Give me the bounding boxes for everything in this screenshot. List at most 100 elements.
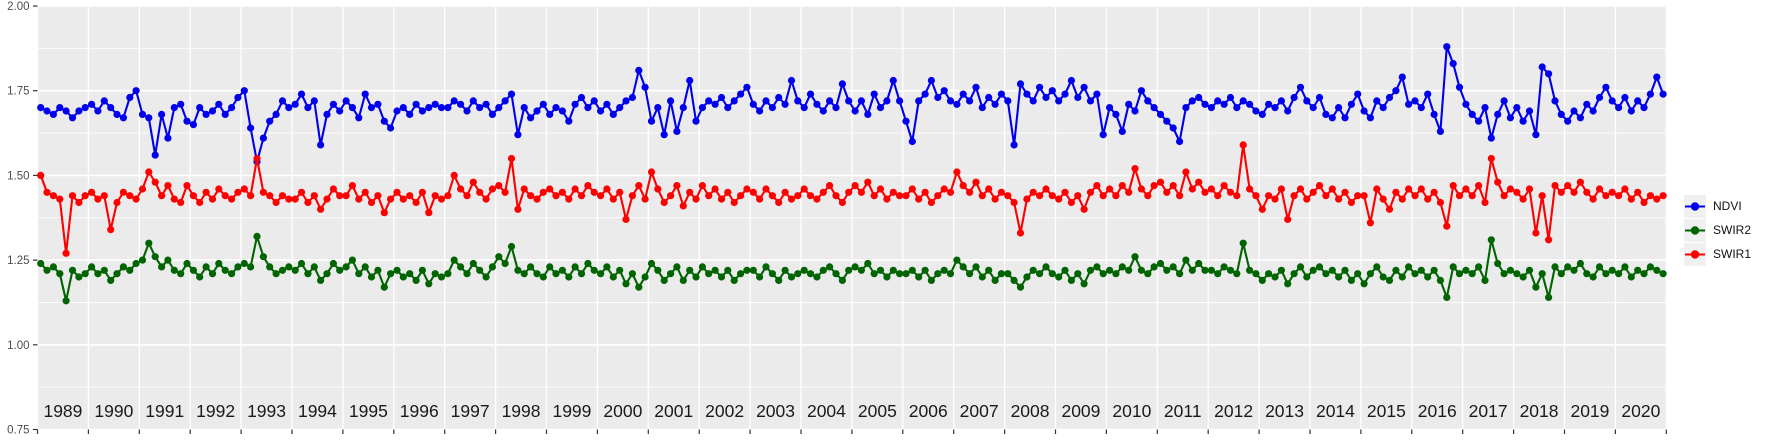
data-point-ndvi — [450, 97, 458, 105]
data-point-ndvi — [1462, 100, 1470, 108]
data-point-swir2 — [705, 270, 713, 278]
data-point-ndvi — [679, 104, 687, 112]
data-point-swir2 — [177, 270, 185, 278]
data-point-swir1 — [1303, 195, 1311, 203]
data-point-swir2 — [62, 297, 70, 305]
data-point-swir1 — [571, 185, 579, 193]
data-point-ndvi — [1640, 104, 1648, 112]
data-point-ndvi — [418, 107, 426, 115]
x-tick-label: 2004 — [807, 401, 846, 421]
data-point-swir1 — [1093, 182, 1101, 190]
data-point-swir2 — [1392, 266, 1400, 274]
data-point-swir1 — [463, 192, 471, 200]
data-point-swir2 — [444, 270, 452, 278]
data-point-swir1 — [826, 182, 834, 190]
data-point-swir2 — [520, 270, 528, 278]
data-point-swir1 — [1315, 182, 1324, 190]
data-point-ndvi — [1627, 107, 1635, 115]
data-point-ndvi — [1233, 104, 1241, 112]
data-point-swir2 — [985, 266, 993, 274]
data-point-ndvi — [297, 90, 306, 98]
data-point-swir2 — [1118, 263, 1126, 271]
data-point-swir2 — [1207, 266, 1215, 274]
data-point-swir1 — [1347, 198, 1355, 207]
data-point-swir1 — [991, 195, 999, 203]
data-point-swir2 — [113, 270, 121, 278]
data-point-ndvi — [590, 97, 598, 105]
data-point-swir2 — [323, 270, 331, 278]
data-point-ndvi — [215, 100, 223, 108]
data-point-swir2 — [317, 276, 325, 284]
data-point-swir1 — [406, 192, 414, 200]
data-point-swir2 — [1335, 273, 1343, 281]
data-point-ndvi — [119, 114, 127, 122]
data-point-ndvi — [539, 100, 547, 108]
data-point-ndvi — [1424, 90, 1432, 98]
data-point-swir2 — [1182, 256, 1190, 264]
data-point-swir1 — [762, 185, 770, 193]
data-point-swir1 — [1525, 185, 1534, 193]
data-point-swir2 — [1366, 270, 1374, 278]
data-point-swir2 — [679, 276, 687, 284]
data-point-swir1 — [927, 198, 936, 207]
data-point-ndvi — [768, 104, 777, 112]
data-point-swir1 — [418, 188, 426, 196]
data-point-swir1 — [164, 182, 172, 190]
data-point-ndvi — [749, 100, 757, 108]
y-tick-label: 1.25 — [7, 255, 29, 267]
data-point-swir2 — [921, 266, 929, 274]
data-point-swir2 — [1436, 276, 1444, 284]
data-point-ndvi — [1513, 104, 1521, 112]
data-point-swir2 — [1576, 259, 1584, 268]
data-point-ndvi — [88, 100, 96, 108]
data-point-swir2 — [457, 263, 465, 271]
data-point-swir1 — [1296, 185, 1305, 193]
data-point-ndvi — [533, 107, 541, 115]
data-point-swir1 — [584, 182, 592, 190]
data-point-swir2 — [1086, 266, 1095, 274]
data-point-ndvi — [476, 104, 484, 112]
data-point-ndvi — [1595, 93, 1604, 102]
data-point-swir2 — [616, 266, 624, 274]
data-point-ndvi — [514, 131, 522, 139]
data-point-swir2 — [1188, 266, 1196, 274]
data-point-swir1 — [1233, 192, 1241, 200]
data-point-swir1 — [482, 195, 490, 203]
data-point-swir1 — [75, 198, 83, 207]
data-point-swir1 — [1627, 195, 1635, 203]
data-point-swir2 — [972, 263, 980, 271]
data-point-swir1 — [1246, 185, 1254, 193]
data-point-swir2 — [1296, 263, 1305, 271]
data-point-swir2 — [1150, 263, 1158, 271]
data-point-swir1 — [272, 198, 280, 207]
data-point-ndvi — [1494, 110, 1502, 118]
data-point-swir2 — [552, 270, 560, 278]
data-point-ndvi — [81, 104, 89, 112]
data-point-swir2 — [1246, 266, 1254, 274]
data-point-swir2 — [603, 263, 611, 271]
data-point-swir1 — [1373, 185, 1381, 193]
data-point-swir1 — [43, 188, 51, 196]
data-point-swir2 — [584, 259, 592, 268]
data-point-ndvi — [902, 117, 910, 125]
data-point-swir2 — [1430, 266, 1438, 274]
data-point-swir2 — [380, 283, 388, 291]
data-point-swir2 — [1195, 259, 1203, 268]
data-point-ndvi — [660, 131, 668, 139]
data-point-swir1 — [342, 192, 350, 200]
data-point-ndvi — [1086, 97, 1095, 105]
data-point-swir2 — [1303, 273, 1311, 281]
data-point-ndvi — [603, 100, 611, 108]
data-point-ndvi — [1360, 107, 1368, 115]
data-point-ndvi — [1169, 124, 1177, 132]
data-point-ndvi — [985, 93, 993, 102]
data-point-swir1 — [724, 188, 732, 196]
data-point-swir2 — [539, 273, 547, 281]
data-point-ndvi — [1023, 90, 1031, 98]
data-point-ndvi — [323, 110, 331, 118]
data-point-ndvi — [635, 66, 643, 74]
data-point-swir1 — [1137, 185, 1145, 193]
data-point-swir1 — [743, 185, 751, 193]
data-point-ndvi — [1036, 83, 1044, 91]
data-point-ndvi — [908, 137, 916, 146]
